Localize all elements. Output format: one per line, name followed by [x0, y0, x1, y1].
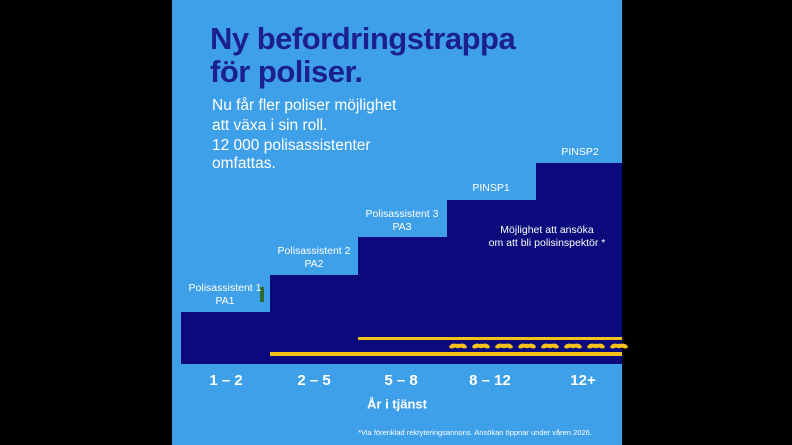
years: 1 – 2: [209, 372, 242, 389]
step-label: PA1: [215, 295, 234, 307]
step-label: Polisassistent 1: [189, 282, 262, 294]
gold-line: [270, 352, 622, 356]
footnote: *Via förenklad rekryteringsannons. Ansök…: [358, 428, 592, 437]
title: Ny befordringstrappa: [210, 21, 516, 56]
step-label: PA2: [304, 258, 323, 270]
step-label: PINSP2: [561, 146, 599, 158]
years: 8 – 12: [469, 372, 511, 389]
staircase: [181, 163, 622, 364]
step-label: Polisassistent 2: [278, 245, 351, 257]
subtitle: att växa i sin roll.: [212, 117, 327, 134]
step-label: PA3: [392, 221, 411, 233]
years: 5 – 8: [384, 372, 417, 389]
gold-line: [358, 337, 622, 340]
leaf: [569, 343, 577, 349]
step-label: Polisassistent 3: [366, 208, 439, 220]
subtitle: 12 000 polisassistenter: [212, 137, 371, 154]
leaf: [500, 343, 508, 349]
leaf: [546, 343, 554, 349]
years: 12+: [570, 372, 596, 389]
step-label: PINSP1: [472, 182, 510, 194]
note: om att bli polisinspektör *: [489, 237, 606, 249]
axis-label: År i tjänst: [367, 396, 428, 411]
leaf: [615, 343, 623, 349]
leaf: [592, 343, 600, 349]
title: för poliser.: [210, 54, 362, 89]
leaf-band: [449, 343, 628, 349]
note: Möjlighet att ansöka: [500, 224, 594, 236]
leaf: [454, 343, 462, 349]
leaf: [523, 343, 531, 349]
subtitle: Nu får fler poliser möjlighet: [212, 97, 397, 114]
subtitle: omfattas.: [212, 155, 276, 172]
marker: [260, 287, 264, 302]
years: 2 – 5: [297, 372, 330, 389]
leaf: [477, 343, 485, 349]
